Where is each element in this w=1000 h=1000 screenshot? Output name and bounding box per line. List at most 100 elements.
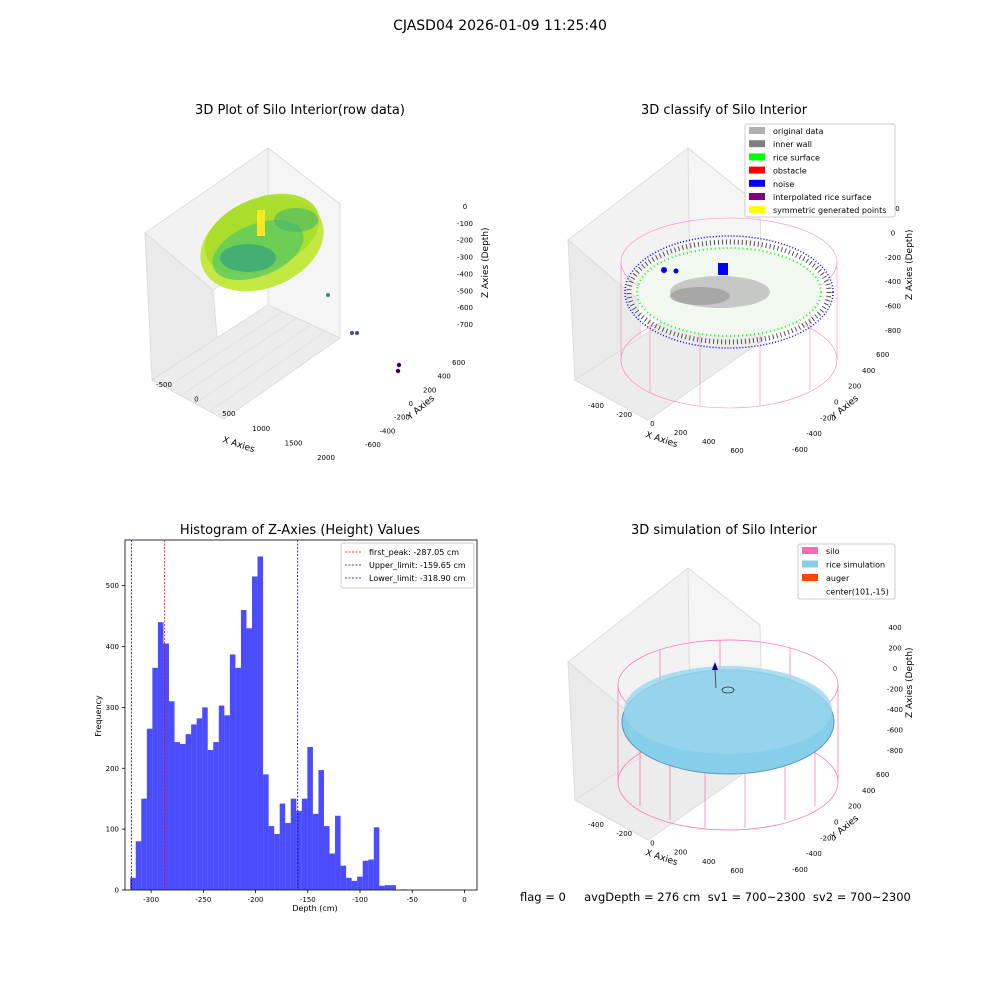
- legend-swatch: [749, 140, 765, 148]
- status-footer: flag = 0 avgDepth = 276 cm sv1 = 700~230…: [520, 890, 911, 904]
- y-tick: -400: [806, 850, 822, 858]
- histogram-bar: [296, 810, 302, 890]
- z-tick: 0: [891, 229, 895, 237]
- histogram-bars: [130, 556, 408, 890]
- y-tick: 600: [452, 359, 465, 367]
- z-tick: 0: [893, 665, 897, 673]
- legend-label: center(101,-15): [826, 588, 889, 597]
- z-tick: -700: [457, 321, 473, 329]
- plot1-3d-axes: -500 0 500 1000 1500 2000 -600 -400 -200 0 200400…: [144, 146, 491, 462]
- x-tick: 0: [650, 420, 654, 428]
- histogram-bar: [379, 885, 385, 890]
- figure-title: CJASD04 2026-01-09 11:25:40: [393, 18, 607, 34]
- x-tick: -50: [407, 896, 418, 904]
- y-tick: 300: [106, 704, 119, 712]
- point-cloud: [200, 193, 402, 374]
- x-tick: -400: [588, 402, 604, 410]
- y-tick: 200: [106, 765, 119, 773]
- z-tick-labels: 400 200 0 -200 -400 -600 -800: [887, 624, 903, 755]
- y-tick: -600: [365, 441, 381, 449]
- plot2-title: 3D classify of Silo Interior: [640, 103, 808, 118]
- z-axis-label: Z Axies (Depth): [481, 227, 491, 298]
- z-tick: -100: [457, 220, 473, 228]
- z-tick: -300: [457, 254, 473, 262]
- histogram-bar: [196, 718, 203, 890]
- x-tick: 200: [674, 849, 687, 857]
- x-tick: -200: [248, 896, 264, 904]
- legend-label: Lower_limit: -318.90 cm: [369, 574, 466, 583]
- threshold-lines: [130, 540, 299, 890]
- x-tick: 2000: [317, 454, 335, 462]
- x-tick: -300: [143, 896, 159, 904]
- legend-label: interpolated rice surface: [773, 193, 871, 202]
- histogram-bar: [252, 576, 258, 890]
- z-tick: -500: [457, 287, 473, 295]
- x-tick: -400: [588, 821, 604, 829]
- histogram-bar: [384, 885, 391, 890]
- histogram-bar: [362, 860, 369, 890]
- histogram-bar: [135, 841, 142, 890]
- histogram-bar: [257, 556, 264, 890]
- x-tick: 600: [730, 867, 743, 875]
- y-tick: 100: [106, 826, 119, 834]
- x-tick-labels: -300 -250 -200 -150 -100 -50 0: [143, 890, 467, 904]
- histogram-bar: [373, 827, 380, 890]
- x-tick: 200: [674, 429, 687, 437]
- y-tick: -600: [792, 446, 808, 454]
- legend-label: first_peak: -287.05 cm: [369, 548, 459, 557]
- y-tick: 200: [848, 383, 861, 391]
- y-axis-label: Frequency: [94, 695, 103, 737]
- y-tick: -200: [820, 414, 836, 422]
- histogram-bar: [263, 774, 269, 890]
- histogram-bar: [218, 705, 225, 890]
- z-tick: -200: [887, 686, 903, 694]
- z-tick: -600: [457, 304, 473, 312]
- histogram-bar: [141, 798, 147, 890]
- y-tick: 400: [106, 643, 119, 651]
- x-tick: -100: [352, 896, 368, 904]
- z-tick: -800: [885, 327, 901, 335]
- gridlines: [151, 304, 341, 420]
- histogram-bar: [213, 742, 219, 890]
- legend-label: inner wall: [773, 140, 812, 149]
- histogram-bar: [185, 734, 192, 890]
- legend-swatch: [749, 179, 765, 187]
- histogram-bar: [180, 743, 186, 890]
- x-tick: 0: [650, 839, 654, 847]
- histogram-bar: [191, 724, 197, 890]
- z-tick: -800: [887, 747, 903, 755]
- legend-swatch: [749, 206, 765, 214]
- y-tick: 600: [876, 771, 889, 779]
- x-tick: 400: [702, 858, 715, 866]
- z-tick: -200: [885, 254, 901, 262]
- z-tick: -400: [457, 270, 473, 278]
- histogram-bar: [146, 728, 153, 890]
- histogram-bar: [357, 876, 363, 890]
- legend-label: auger: [826, 574, 850, 583]
- histogram-bar: [335, 815, 341, 890]
- x-axis-label: Depth (cm): [292, 904, 337, 913]
- z-tick: -400: [887, 706, 903, 714]
- point-cloud: [624, 235, 834, 349]
- histogram-bar: [207, 750, 214, 890]
- x-tick: 600: [730, 447, 743, 455]
- y-tick: 600: [876, 351, 889, 359]
- legend-swatch: [749, 153, 765, 161]
- histogram-bar: [274, 834, 280, 890]
- z-tick: -600: [885, 303, 901, 311]
- histogram-bar: [312, 813, 319, 890]
- histogram-bar: [340, 865, 347, 890]
- histogram-bar: [163, 643, 169, 890]
- histogram-bar: [301, 798, 308, 890]
- y-tick-labels: 0 100 200 300 400 500: [106, 582, 125, 895]
- x-tick: -250: [195, 896, 211, 904]
- y-tick: -600: [792, 866, 808, 874]
- y-tick: 0: [834, 819, 838, 827]
- legend: first_peak: -287.05 cm Upper_limit: -159.…: [340, 542, 475, 589]
- z-tick-labels: 0 -100 -200 -300 -400 -500 -600 -700: [457, 203, 473, 329]
- y-tick: 0: [409, 400, 413, 408]
- legend-label: noise: [773, 180, 794, 189]
